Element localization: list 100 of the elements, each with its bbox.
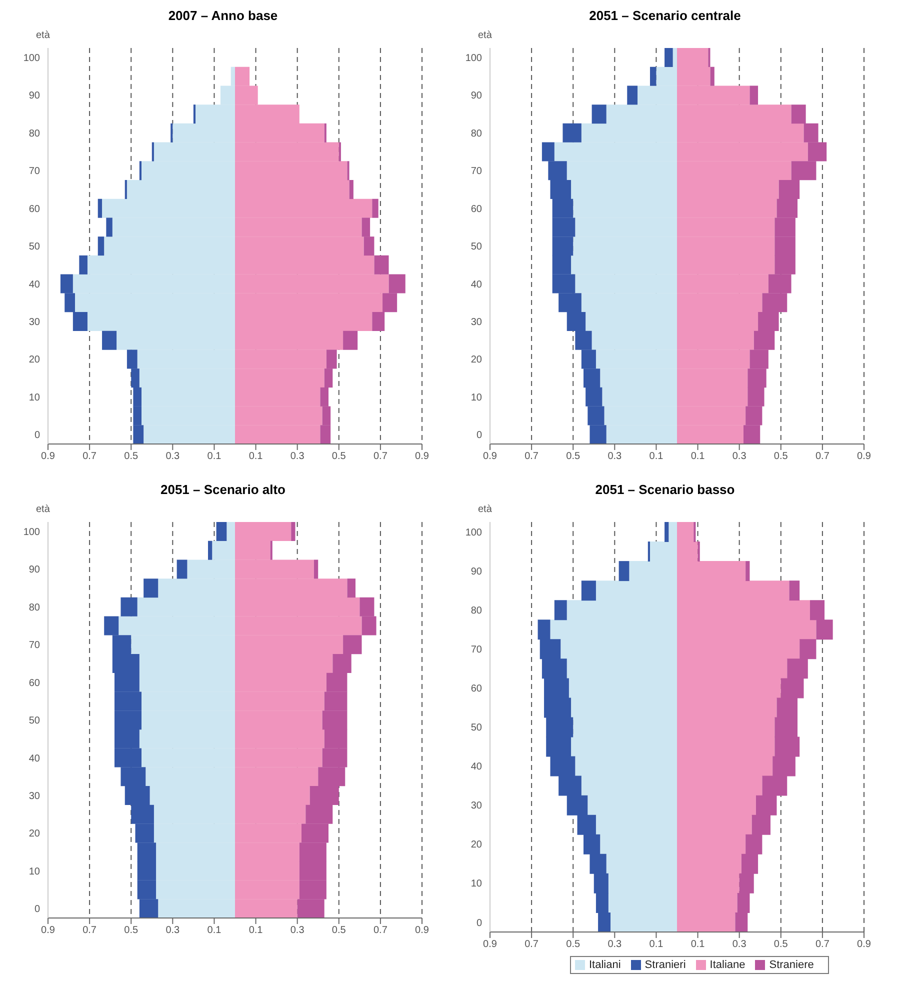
bar — [120, 597, 138, 616]
bar — [144, 578, 158, 598]
bar — [554, 600, 567, 620]
bar — [98, 236, 104, 256]
legend-label: Straniere — [769, 959, 814, 971]
x-tick-label: 0.5 — [774, 451, 788, 462]
bar — [208, 540, 212, 560]
y-tick-label: 0 — [476, 430, 482, 442]
y-axis-title: età — [36, 504, 51, 516]
x-tick-label: 0.7 — [82, 451, 97, 462]
bar — [750, 86, 758, 105]
bar — [627, 86, 638, 105]
x-tick-label: 0.7 — [373, 925, 388, 936]
y-tick-label: 10 — [470, 878, 482, 890]
x-tick-label: 0.3 — [166, 925, 180, 936]
x-tick-label: 0.5 — [774, 939, 788, 950]
y-tick-label: 20 — [470, 840, 482, 851]
y-tick-label: 70 — [28, 166, 40, 178]
y-tick-label: 10 — [28, 392, 40, 404]
y-tick-label: 100 — [465, 52, 482, 64]
y-tick-label: 0 — [476, 918, 482, 929]
y-tick-label: 20 — [470, 354, 482, 366]
x-tick-label: 0.1 — [690, 451, 706, 462]
bar — [562, 123, 582, 142]
y-tick-label: 40 — [470, 762, 482, 773]
bar — [374, 255, 389, 274]
y-axis-title: età — [36, 30, 51, 42]
y-tick-label: 90 — [28, 564, 40, 576]
y-tick-label: 60 — [470, 684, 482, 694]
bar — [343, 330, 358, 350]
bar — [347, 578, 356, 598]
legend-label: Italiani — [589, 959, 621, 971]
bar — [79, 255, 88, 274]
x-tick-label: 0.5 — [566, 451, 580, 462]
y-tick-label: 70 — [470, 644, 482, 656]
x-tick-label: 0.1 — [207, 451, 222, 462]
bar — [650, 66, 656, 86]
y-tick-label: 30 — [28, 316, 40, 328]
x-tick-label: 0.9 — [415, 451, 430, 462]
y-tick-label: 50 — [470, 722, 482, 734]
bar — [291, 522, 296, 541]
y-tick-label: 30 — [28, 790, 40, 802]
x-tick-label: 0.3 — [290, 451, 305, 462]
x-tick-label: 0.7 — [524, 451, 539, 462]
bar — [193, 104, 196, 124]
y-tick-label: 0 — [34, 430, 40, 442]
y-tick-label: 70 — [28, 640, 40, 652]
bar — [664, 522, 669, 542]
bar — [349, 180, 354, 199]
x-tick-label: 0.9 — [483, 939, 498, 950]
bar — [710, 66, 714, 86]
x-tick-label: 0.1 — [649, 451, 664, 462]
x-tick-label: 0.1 — [649, 939, 664, 950]
y-tick-label: 100 — [23, 52, 40, 64]
x-tick-label: 0.9 — [41, 451, 56, 462]
y-tick-label: 40 — [470, 279, 482, 290]
y-tick-label: 20 — [28, 354, 40, 366]
x-tick-label: 0.9 — [857, 451, 872, 462]
legend-label: Stranieri — [644, 959, 686, 971]
bar — [106, 218, 112, 237]
y-tick-label: 90 — [470, 90, 482, 102]
x-tick-label: 0.3 — [732, 451, 747, 462]
x-tick-label: 0.9 — [857, 939, 872, 950]
bar — [216, 522, 227, 541]
bar — [581, 580, 596, 601]
y-tick-label: 60 — [470, 204, 482, 215]
y-tick-label: 10 — [470, 392, 482, 404]
y-tick-label: 100 — [23, 526, 40, 538]
bar — [98, 198, 102, 218]
x-tick-label: 0.1 — [248, 925, 264, 936]
y-tick-label: 50 — [28, 716, 40, 727]
y-axis-title: età — [478, 504, 493, 516]
y-tick-label: 80 — [28, 128, 40, 140]
x-tick-label: 0.5 — [332, 451, 346, 462]
y-tick-label: 100 — [465, 527, 482, 538]
x-tick-label: 0.1 — [690, 939, 706, 950]
bar — [372, 198, 378, 218]
x-tick-label: 0.3 — [608, 939, 622, 950]
chart-title: 2051 – Scenario alto — [159, 482, 286, 499]
bar — [746, 561, 750, 582]
y-tick-label: 20 — [28, 828, 40, 840]
x-tick-label: 0.7 — [373, 451, 388, 462]
y-tick-label: 80 — [470, 605, 482, 616]
bar — [102, 330, 117, 350]
legend-label: Italiane — [710, 959, 746, 971]
x-tick-label: 0.9 — [483, 451, 498, 462]
y-tick-label: 50 — [470, 242, 482, 253]
chart-title: 2051 – Scenario centrale — [588, 8, 742, 25]
chart-title: 2007 – Anno base — [167, 8, 279, 25]
bar — [664, 48, 673, 67]
bar — [592, 104, 606, 124]
x-tick-label: 0.3 — [732, 939, 747, 950]
x-tick-label: 0.3 — [166, 451, 180, 462]
x-tick-label: 0.1 — [248, 451, 264, 462]
y-tick-label: 40 — [28, 279, 40, 290]
y-tick-label: 60 — [28, 678, 40, 689]
bar — [789, 580, 800, 601]
y-axis-title: età — [478, 30, 493, 42]
y-tick-label: 90 — [28, 90, 40, 102]
x-tick-label: 0.9 — [41, 925, 56, 936]
